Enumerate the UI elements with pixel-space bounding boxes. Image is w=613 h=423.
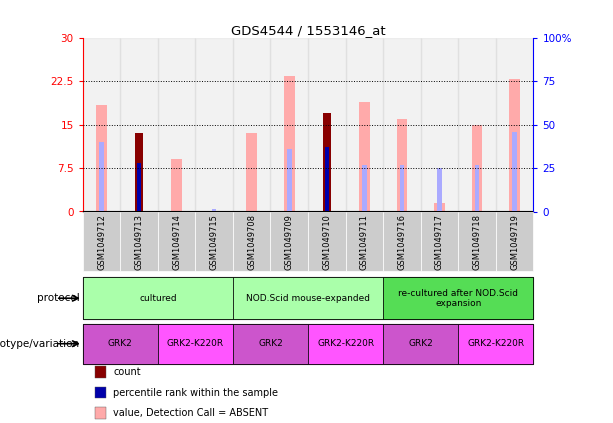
Bar bbox=[509, 79, 520, 212]
Text: GSM1049711: GSM1049711 bbox=[360, 214, 369, 270]
Text: GSM1049714: GSM1049714 bbox=[172, 214, 181, 270]
Bar bbox=[120, 212, 158, 271]
Text: GSM1049709: GSM1049709 bbox=[285, 214, 294, 270]
Bar bbox=[246, 134, 257, 212]
Bar bbox=[397, 119, 407, 212]
Bar bbox=[324, 147, 329, 212]
Bar bbox=[83, 212, 120, 271]
Bar bbox=[233, 38, 270, 212]
Title: GDS4544 / 1553146_at: GDS4544 / 1553146_at bbox=[230, 24, 386, 37]
Bar bbox=[83, 277, 533, 319]
Bar bbox=[383, 324, 458, 364]
Text: genotype/variation: genotype/variation bbox=[0, 339, 80, 349]
Bar bbox=[196, 212, 233, 271]
Text: GSM1049710: GSM1049710 bbox=[322, 214, 331, 270]
Bar bbox=[458, 212, 496, 271]
Text: GRK2-K220R: GRK2-K220R bbox=[317, 339, 374, 348]
Bar bbox=[322, 113, 331, 212]
Bar bbox=[158, 212, 196, 271]
Text: GRK2: GRK2 bbox=[108, 339, 132, 348]
Bar bbox=[120, 38, 158, 212]
Text: GSM1049708: GSM1049708 bbox=[247, 214, 256, 270]
Bar bbox=[96, 104, 107, 212]
Bar bbox=[346, 212, 383, 271]
Text: re-cultured after NOD.Scid
expansion: re-cultured after NOD.Scid expansion bbox=[398, 288, 518, 308]
Text: GSM1049719: GSM1049719 bbox=[510, 214, 519, 270]
Text: NOD.Scid mouse-expanded: NOD.Scid mouse-expanded bbox=[246, 294, 370, 303]
Bar bbox=[270, 38, 308, 212]
Bar bbox=[135, 134, 143, 212]
Bar bbox=[308, 324, 383, 364]
Bar bbox=[400, 165, 404, 212]
Text: cultured: cultured bbox=[139, 294, 177, 303]
Bar bbox=[233, 324, 308, 364]
Bar bbox=[83, 38, 120, 212]
Text: value, Detection Call = ABSENT: value, Detection Call = ABSENT bbox=[113, 408, 268, 418]
Bar bbox=[99, 142, 104, 212]
Bar bbox=[512, 132, 517, 212]
Bar bbox=[383, 277, 533, 319]
Bar bbox=[233, 277, 383, 319]
Bar bbox=[421, 212, 458, 271]
Bar bbox=[270, 212, 308, 271]
Bar bbox=[233, 212, 270, 271]
Bar bbox=[362, 165, 367, 212]
Bar bbox=[346, 38, 383, 212]
Bar bbox=[458, 324, 533, 364]
Bar bbox=[137, 163, 142, 212]
Bar bbox=[437, 168, 442, 212]
Text: GSM1049717: GSM1049717 bbox=[435, 214, 444, 270]
Bar bbox=[496, 212, 533, 271]
Text: protocol: protocol bbox=[37, 293, 80, 303]
Bar bbox=[83, 324, 158, 364]
Bar bbox=[212, 209, 216, 212]
Bar bbox=[196, 38, 233, 212]
Text: count: count bbox=[113, 367, 141, 377]
Bar bbox=[287, 149, 292, 212]
Bar bbox=[383, 212, 421, 271]
Bar bbox=[172, 159, 182, 212]
Text: GRK2: GRK2 bbox=[258, 339, 283, 348]
Text: GRK2: GRK2 bbox=[408, 339, 433, 348]
Bar bbox=[458, 38, 496, 212]
Text: GSM1049716: GSM1049716 bbox=[397, 214, 406, 270]
Bar bbox=[284, 76, 294, 212]
Text: GSM1049712: GSM1049712 bbox=[97, 214, 106, 270]
Bar bbox=[496, 38, 533, 212]
Bar bbox=[308, 212, 346, 271]
Bar bbox=[83, 277, 233, 319]
Bar bbox=[83, 324, 533, 364]
Bar bbox=[434, 203, 444, 212]
Text: GSM1049715: GSM1049715 bbox=[210, 214, 219, 270]
Text: GSM1049713: GSM1049713 bbox=[135, 214, 143, 270]
Bar bbox=[359, 102, 370, 212]
Bar bbox=[421, 38, 458, 212]
Text: GRK2-K220R: GRK2-K220R bbox=[167, 339, 224, 348]
Text: percentile rank within the sample: percentile rank within the sample bbox=[113, 387, 278, 398]
Bar bbox=[474, 165, 479, 212]
Bar bbox=[308, 38, 346, 212]
Bar bbox=[383, 38, 421, 212]
Bar bbox=[472, 125, 482, 212]
Text: GRK2-K220R: GRK2-K220R bbox=[467, 339, 524, 348]
Bar bbox=[158, 38, 196, 212]
Text: GSM1049718: GSM1049718 bbox=[473, 214, 481, 270]
Bar bbox=[158, 324, 233, 364]
